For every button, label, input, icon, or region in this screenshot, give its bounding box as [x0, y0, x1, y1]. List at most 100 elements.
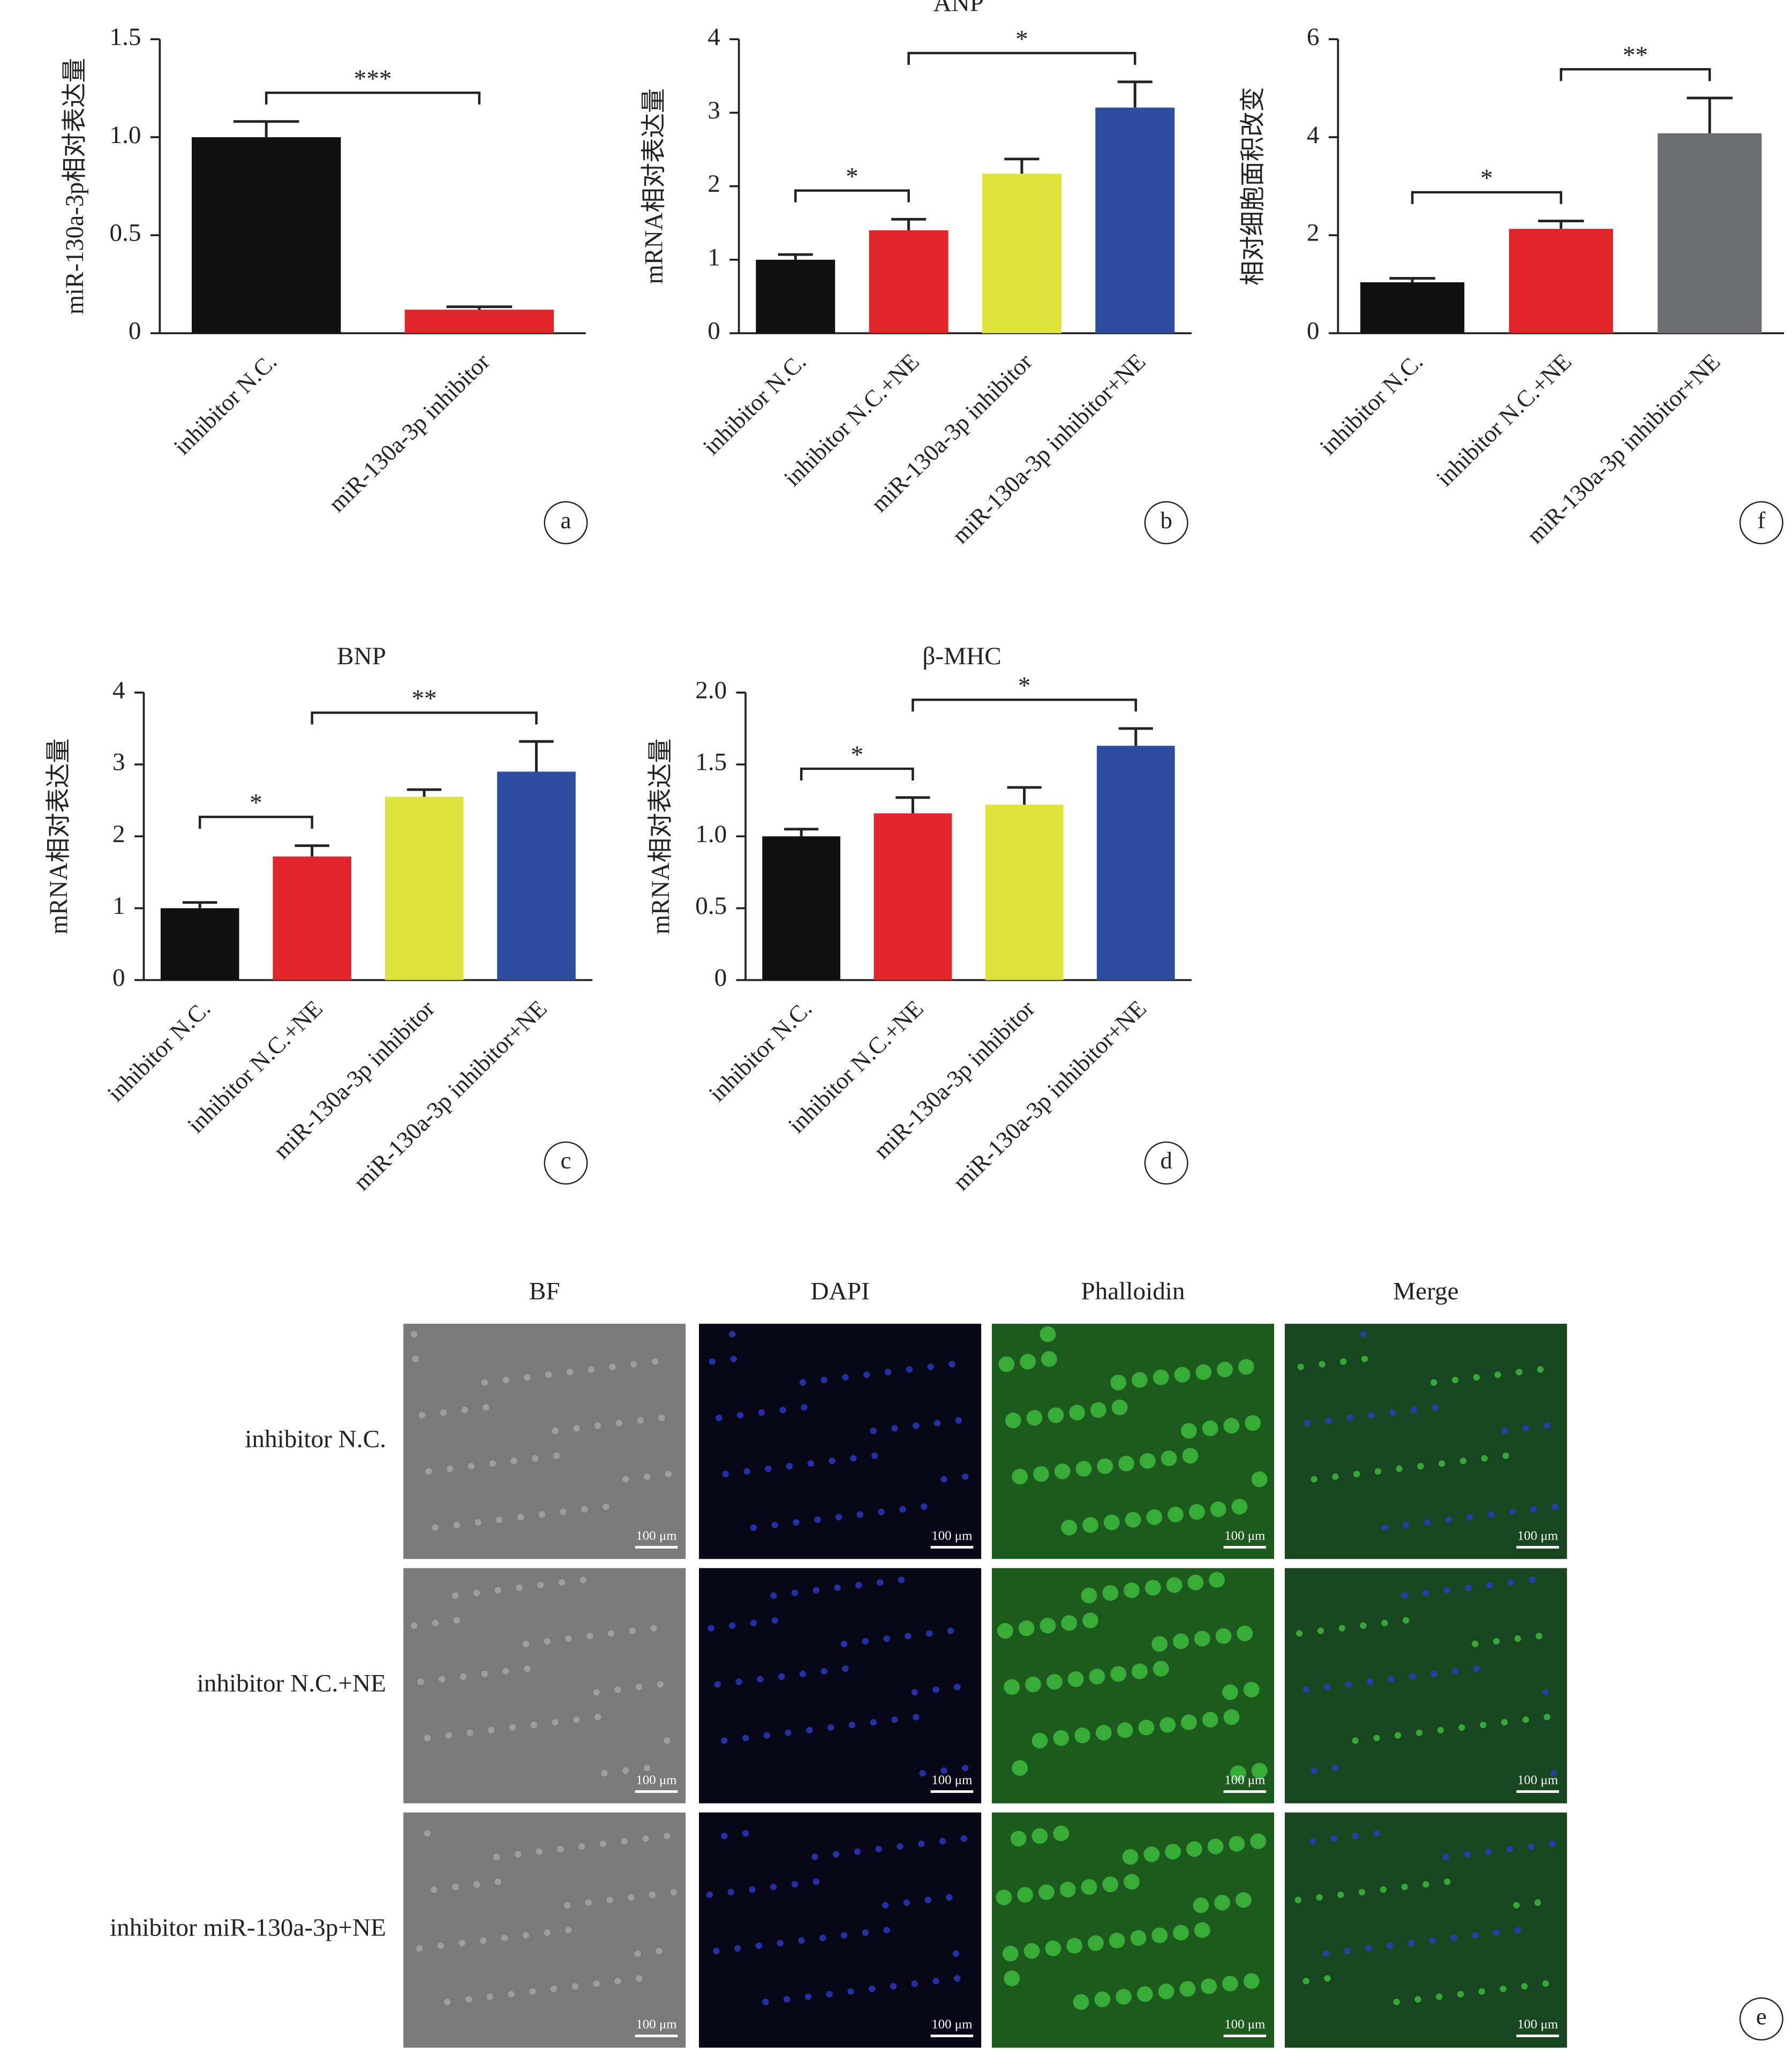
cell: [863, 1371, 870, 1378]
cell: [856, 1511, 864, 1518]
cell: [544, 1638, 551, 1645]
cell: [871, 1452, 878, 1459]
bar: [1095, 107, 1175, 334]
cell: [799, 1379, 807, 1386]
y-axis-label: mRNA相对表达量: [646, 738, 674, 934]
cell: [791, 1881, 799, 1888]
y-tick-label: 3: [112, 748, 125, 776]
y-tick-label: 0: [1307, 317, 1320, 345]
cell: [670, 1889, 677, 1896]
cell: [924, 1896, 931, 1904]
cell: [1002, 1946, 1019, 1962]
significance-label: *: [1015, 25, 1028, 53]
y-tick-label: 2: [1307, 219, 1320, 247]
y-tick-label: 2.0: [695, 677, 727, 704]
cell: [882, 1902, 889, 1909]
cell: [1145, 1580, 1161, 1596]
cell: [593, 1688, 600, 1696]
cell: [1549, 1840, 1556, 1848]
cell: [804, 1993, 812, 2000]
cell: [827, 1724, 834, 1731]
y-tick-label: 0: [129, 317, 141, 345]
cell: [730, 1355, 737, 1363]
panel-circle: [1144, 501, 1188, 545]
cell: [755, 1942, 763, 1949]
y-tick-label: 4: [112, 677, 125, 704]
cell: [1380, 1886, 1387, 1893]
cell: [1132, 1372, 1148, 1388]
cell: [522, 1932, 530, 1939]
cell: [588, 1366, 594, 1373]
cell: [1332, 1473, 1339, 1480]
cell: [1309, 1838, 1316, 1845]
cell: [1194, 1631, 1210, 1647]
panel-circle: [1144, 1141, 1188, 1185]
panel-circle: [1739, 1997, 1783, 2041]
cell: [1165, 1844, 1181, 1860]
cell: [1040, 1617, 1056, 1634]
cell: [1324, 1684, 1331, 1691]
cell: [1393, 1999, 1400, 2006]
cell: [812, 1878, 820, 1885]
column-header: Phalloidin: [1081, 1278, 1185, 1305]
cell: [1487, 1511, 1495, 1518]
cell: [997, 1623, 1013, 1639]
bar: [1096, 746, 1175, 980]
cell: [1365, 1945, 1372, 1952]
y-tick-label: 4: [1307, 121, 1320, 149]
cell: [1432, 1404, 1439, 1411]
cell: [1534, 1899, 1541, 1906]
micrograph: [1284, 1812, 1567, 2048]
cell: [1122, 1849, 1139, 1865]
y-tick-label: 0: [112, 964, 125, 992]
cell: [1430, 1670, 1437, 1677]
cell: [1230, 1765, 1246, 1781]
scale-bar-label: 100 μm: [931, 1773, 972, 1788]
cell: [1436, 1993, 1443, 2000]
bar: [1509, 229, 1613, 334]
cell: [593, 1980, 600, 1987]
cell: [1182, 1447, 1199, 1464]
cell: [552, 1719, 559, 1726]
cell: [1125, 1512, 1141, 1528]
cell: [508, 1991, 515, 1998]
micrograph: [699, 1568, 982, 1804]
cell: [473, 1881, 480, 1888]
cell: [996, 1889, 1012, 1905]
significance-label: *: [846, 163, 859, 191]
row-label: inhibitor N.C.: [245, 1425, 386, 1453]
cell: [1223, 1417, 1240, 1434]
cell: [578, 1843, 585, 1850]
cell: [1201, 1978, 1217, 1994]
cell: [1074, 1727, 1090, 1744]
cell: [1081, 1879, 1097, 1895]
cell: [919, 1770, 926, 1777]
cell: [1542, 1980, 1549, 1987]
cell: [1422, 1881, 1429, 1888]
cell: [1509, 1508, 1516, 1515]
panel-letter: a: [561, 507, 571, 534]
cell: [585, 1899, 592, 1906]
cell: [1401, 1592, 1408, 1599]
cell: [1472, 1932, 1479, 1939]
column-header: Merge: [1393, 1278, 1458, 1305]
cell: [1344, 1947, 1351, 1955]
cell: [911, 1980, 918, 1987]
cell: [1473, 1665, 1480, 1672]
cell: [1373, 1735, 1380, 1742]
cell: [1311, 1767, 1317, 1774]
cell: [1296, 1630, 1303, 1637]
cell: [721, 1833, 728, 1840]
scale-bar-label: 100 μm: [1517, 2017, 1558, 2032]
cell: [1251, 1762, 1268, 1779]
bar: [273, 856, 351, 980]
cell: [1330, 1835, 1338, 1842]
scale-bar-label: 100 μm: [636, 1529, 676, 1543]
cell: [634, 1950, 641, 1957]
cell: [750, 1619, 757, 1626]
cell: [656, 1947, 662, 1955]
cell: [878, 1508, 885, 1515]
cell: [1501, 1719, 1508, 1726]
cell: [1358, 1889, 1366, 1896]
